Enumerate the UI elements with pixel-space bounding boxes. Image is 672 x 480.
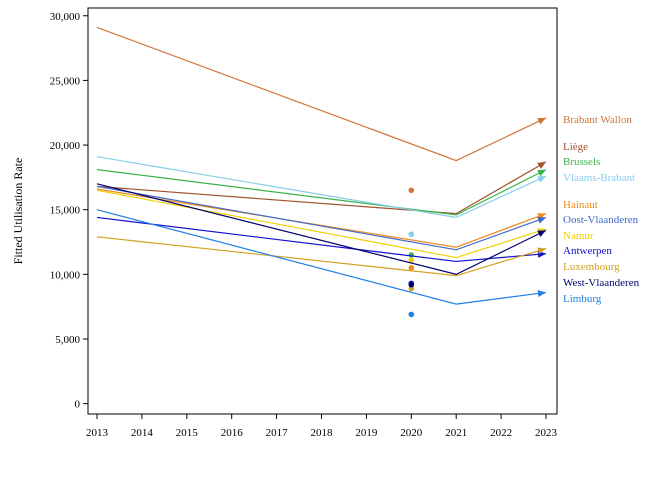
x-tick-label: 2016	[221, 427, 244, 439]
y-tick-label: 25,000	[50, 75, 81, 87]
x-tick-label: 2013	[86, 427, 109, 439]
series-line	[96, 183, 547, 275]
legend-layer: Brabant Wallon Liège Brussels Vlaams-Braban…	[563, 114, 640, 305]
y-tick-label: 20,000	[50, 140, 81, 152]
series-point-2020	[408, 281, 415, 288]
legend-label: Hainaut	[563, 199, 598, 211]
series-point-2020	[408, 187, 415, 194]
legend-label: Oost-Vlaanderen	[563, 214, 639, 226]
y-tick-label: 30,000	[50, 11, 81, 23]
y-tick-label: 10,000	[50, 269, 81, 281]
x-tick-label: 2014	[131, 427, 154, 439]
series-arrowhead	[537, 161, 546, 169]
y-axis-title: Fitted Utilisation Rate	[11, 158, 25, 265]
legend-label: Liège	[563, 141, 588, 153]
legend-label: Namur	[563, 230, 594, 242]
x-tick-label: 2020	[400, 427, 423, 439]
series-line	[96, 189, 547, 259]
series-arrowhead	[537, 169, 546, 177]
y-tick-label: 5,000	[55, 334, 80, 346]
x-tick-label: 2023	[535, 427, 558, 439]
legend-label: Luxembourg	[563, 261, 620, 273]
series-line	[96, 156, 547, 219]
y-tick-label: 15,000	[50, 205, 81, 217]
x-tick-label: 2022	[490, 427, 512, 439]
series-arrowhead	[537, 230, 546, 238]
series-point-2020	[408, 285, 415, 292]
series-line	[96, 216, 547, 263]
series-point-2020	[408, 231, 415, 238]
series-arrowhead	[537, 176, 546, 183]
legend-label: Antwerpen	[563, 245, 612, 257]
x-tick-label: 2021	[445, 427, 467, 439]
series-point-2020	[408, 311, 415, 318]
legend-label: Limburg	[563, 293, 602, 305]
axis-layer: 0 5,000 10,000 15,000 20,000 25,000 30,000 2013…	[50, 11, 558, 439]
legend-label: Brabant Wallon	[563, 114, 632, 126]
series-line	[96, 169, 547, 216]
y-tick-label: 0	[75, 399, 81, 411]
x-tick-label: 2019	[355, 427, 378, 439]
series-layer	[96, 26, 547, 318]
series-arrowhead	[537, 117, 546, 125]
legend-label: Brussels	[563, 156, 600, 168]
series-line	[96, 185, 547, 251]
plot-area-frame	[87, 7, 558, 415]
series-line	[96, 209, 547, 305]
series-line	[96, 26, 547, 162]
series-arrowhead	[537, 216, 546, 224]
series-point-2020	[408, 252, 415, 258]
legend-label: Vlaams-Brabant	[563, 172, 635, 184]
x-tick-label: 2017	[266, 427, 289, 439]
series-arrowhead	[537, 247, 546, 255]
series-point-2020	[408, 265, 415, 271]
series-line	[96, 161, 547, 215]
x-tick-label: 2018	[311, 427, 334, 439]
series-point-2020	[408, 257, 415, 263]
x-tick-label: 2015	[176, 427, 199, 439]
series-line	[96, 236, 547, 277]
legend-label: West-Vlaanderen	[563, 277, 640, 289]
series-arrowhead	[537, 290, 546, 297]
series-line	[96, 188, 547, 248]
